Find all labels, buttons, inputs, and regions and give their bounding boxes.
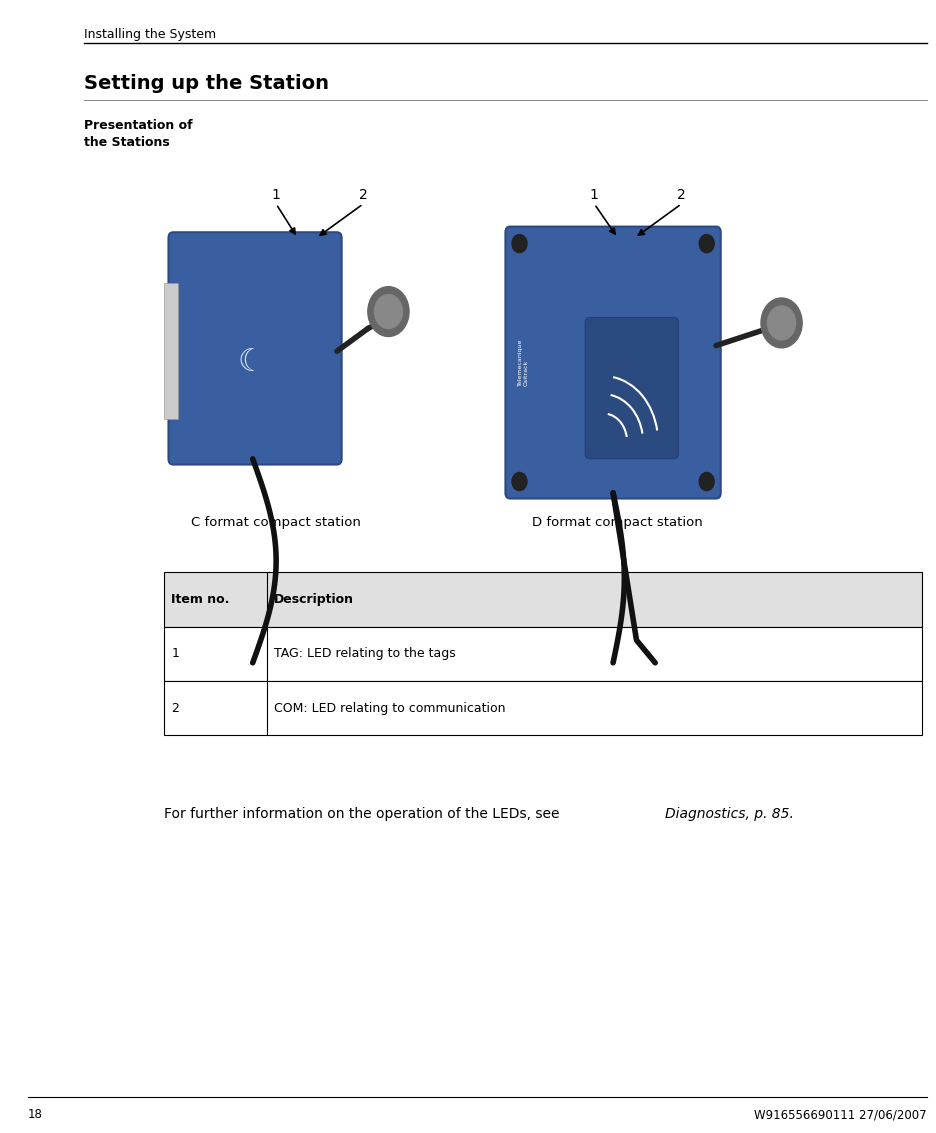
Text: 18: 18 bbox=[28, 1108, 43, 1121]
Circle shape bbox=[374, 295, 402, 329]
Text: 2: 2 bbox=[358, 188, 368, 202]
Text: 1: 1 bbox=[171, 647, 179, 661]
Text: Diagnostics, p. 85.: Diagnostics, p. 85. bbox=[665, 807, 794, 820]
Circle shape bbox=[512, 235, 527, 253]
Circle shape bbox=[768, 306, 796, 340]
Text: COM: LED relating to communication: COM: LED relating to communication bbox=[274, 701, 505, 715]
Bar bbox=[164, 627, 922, 681]
Bar bbox=[164, 681, 922, 735]
Text: Presentation of
the Stations: Presentation of the Stations bbox=[84, 119, 193, 148]
Bar bbox=[164, 572, 922, 627]
FancyBboxPatch shape bbox=[585, 317, 679, 459]
Text: For further information on the operation of the LEDs, see: For further information on the operation… bbox=[164, 807, 563, 820]
Circle shape bbox=[699, 235, 714, 253]
Text: W916556690111 27/06/2007: W916556690111 27/06/2007 bbox=[754, 1108, 927, 1121]
Text: 1: 1 bbox=[590, 188, 599, 202]
Text: Telemecanique
Ositrack: Telemecanique Ositrack bbox=[518, 339, 529, 386]
Bar bbox=[164, 283, 178, 419]
Text: 2: 2 bbox=[171, 701, 179, 715]
Text: 2: 2 bbox=[677, 188, 686, 202]
Text: ☾: ☾ bbox=[237, 348, 265, 377]
Text: TAG: LED relating to the tags: TAG: LED relating to the tags bbox=[274, 647, 456, 661]
Circle shape bbox=[699, 472, 714, 491]
Text: 1: 1 bbox=[271, 188, 281, 202]
FancyBboxPatch shape bbox=[505, 227, 721, 499]
Circle shape bbox=[368, 287, 409, 337]
Circle shape bbox=[512, 472, 527, 491]
Circle shape bbox=[761, 298, 802, 348]
FancyBboxPatch shape bbox=[168, 232, 342, 465]
Text: Description: Description bbox=[274, 593, 354, 606]
Text: Setting up the Station: Setting up the Station bbox=[84, 74, 329, 93]
Text: Installing the System: Installing the System bbox=[84, 28, 216, 41]
Text: Item no.: Item no. bbox=[171, 593, 229, 606]
Text: English: English bbox=[7, 544, 17, 589]
Text: C format compact station: C format compact station bbox=[191, 516, 361, 528]
Text: D format compact station: D format compact station bbox=[533, 516, 703, 528]
